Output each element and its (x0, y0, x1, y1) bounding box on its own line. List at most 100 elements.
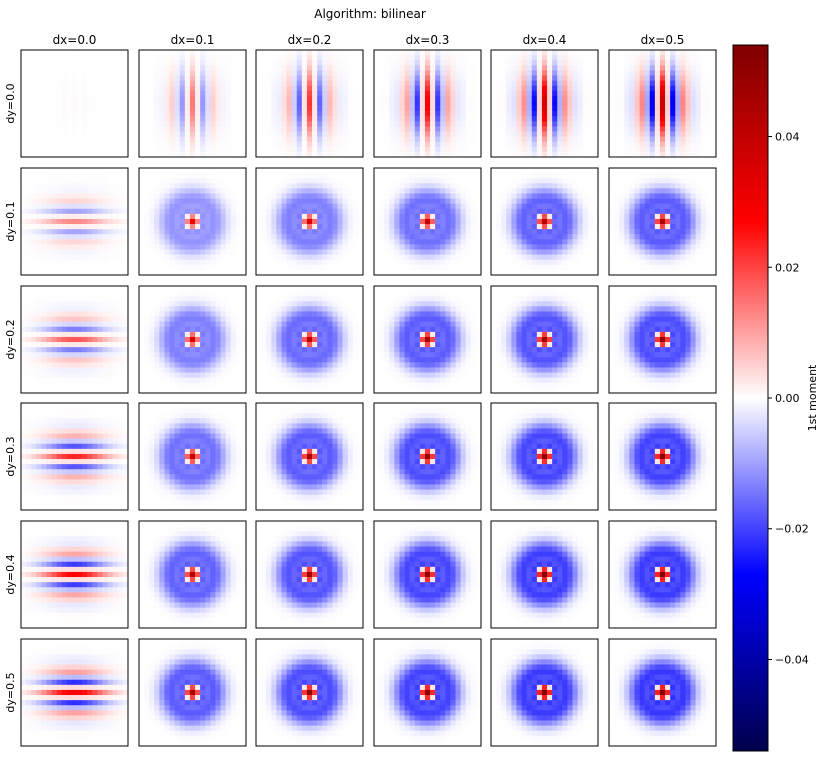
heatmap-cell (455, 183, 461, 189)
heatmap-cell (394, 224, 400, 230)
heatmap-cell (557, 126, 563, 132)
heatmap-cell (87, 60, 93, 66)
heatmap-cell (455, 173, 461, 179)
heatmap-cell (409, 259, 416, 266)
heatmap-cell (531, 229, 538, 235)
heatmap-cell (122, 80, 129, 86)
heatmap-cell (690, 65, 696, 71)
heatmap-cell (587, 95, 594, 102)
heatmap-cell (195, 75, 201, 81)
heatmap-cell (665, 50, 671, 56)
heatmap-cell (276, 136, 282, 143)
heatmap-cell (31, 141, 37, 148)
heatmap-cell (179, 259, 186, 266)
heatmap-cell (399, 131, 405, 137)
heatmap-cell (31, 259, 37, 266)
heatmap-cell (435, 106, 441, 112)
heatmap-cell (51, 121, 57, 127)
heatmap-cell (430, 244, 436, 250)
heatmap-cell (276, 249, 282, 255)
heatmap-cell (629, 95, 635, 102)
heatmap-cell (256, 264, 262, 271)
heatmap-cell (491, 126, 497, 132)
heatmap-cell (614, 80, 620, 86)
heatmap-cell (430, 178, 436, 184)
heatmap-cell (384, 259, 390, 266)
heatmap-cell (189, 198, 196, 204)
heatmap-cell (357, 100, 364, 107)
heatmap-cell (619, 131, 625, 137)
heatmap-cell (419, 264, 426, 271)
heatmap-cell (46, 218, 52, 225)
heatmap-cell (184, 218, 191, 225)
heatmap-cell (445, 111, 451, 117)
heatmap-cell (159, 90, 165, 97)
heatmap-cell (475, 224, 482, 230)
heatmap-cell (690, 116, 696, 122)
heatmap-cell (139, 60, 145, 66)
heatmap-cell (92, 70, 98, 76)
heatmap-cell (179, 136, 186, 143)
heatmap-cell (149, 90, 155, 97)
heatmap-cell (394, 80, 400, 86)
heatmap-cell (179, 65, 186, 71)
heatmap-cell (409, 75, 416, 81)
heatmap-cell (690, 183, 696, 189)
heatmap-cell (332, 80, 338, 86)
heatmap-cell (445, 234, 451, 240)
heatmap-cell (536, 264, 543, 271)
heatmap-cell (220, 213, 226, 220)
heatmap-cell (266, 203, 272, 210)
heatmap-cell (526, 183, 533, 189)
heatmap-cell (619, 178, 625, 184)
heatmap-cell (56, 121, 63, 127)
heatmap-cell (256, 50, 262, 56)
heatmap-cell (562, 264, 568, 271)
heatmap-cell (501, 193, 507, 199)
heatmap-cell (455, 131, 461, 137)
heatmap-cell (536, 55, 543, 61)
heatmap-cell (61, 60, 68, 66)
heatmap-cell (286, 173, 292, 179)
heatmap-cell (357, 213, 364, 220)
heatmap-cell (271, 264, 277, 271)
heatmap-cell (256, 106, 262, 112)
heatmap-cell (306, 173, 313, 179)
heatmap-cell (609, 193, 615, 199)
heatmap-cell (435, 95, 441, 102)
heatmap-cell (139, 70, 145, 76)
heatmap-cell (117, 254, 124, 261)
heatmap-cell (670, 60, 676, 66)
heatmap-cell (501, 151, 507, 158)
heatmap-cell (541, 75, 548, 81)
heatmap-cell (430, 121, 436, 127)
heatmap-cell (516, 116, 522, 122)
heatmap-cell (506, 213, 512, 220)
heatmap-cell (92, 90, 98, 97)
heatmap-cell (465, 193, 472, 199)
heatmap-cell (154, 229, 160, 235)
heatmap-cell (357, 85, 364, 92)
heatmap-cell (41, 60, 47, 66)
heatmap-cell (107, 85, 114, 92)
heatmap-cell (450, 218, 456, 225)
heatmap-cell (394, 234, 400, 240)
heatmap-cell (521, 259, 527, 266)
heatmap-cell (46, 70, 52, 76)
heatmap-cell (301, 203, 308, 210)
heatmap-cell (389, 85, 395, 92)
heatmap-cell (342, 55, 349, 61)
heatmap-cell (675, 75, 681, 81)
heatmap-cell (465, 178, 472, 184)
heatmap-cell (572, 259, 578, 266)
heatmap-cell (659, 65, 666, 71)
heatmap-cell (700, 100, 707, 107)
heatmap-cell (51, 239, 57, 245)
heatmap-cell (97, 203, 103, 210)
heatmap-cell (419, 116, 426, 122)
heatmap-cell (705, 173, 712, 179)
heatmap-cell (327, 254, 333, 261)
heatmap-cell (374, 111, 380, 117)
heatmap-cell (379, 65, 385, 71)
heatmap-cell (112, 146, 119, 153)
